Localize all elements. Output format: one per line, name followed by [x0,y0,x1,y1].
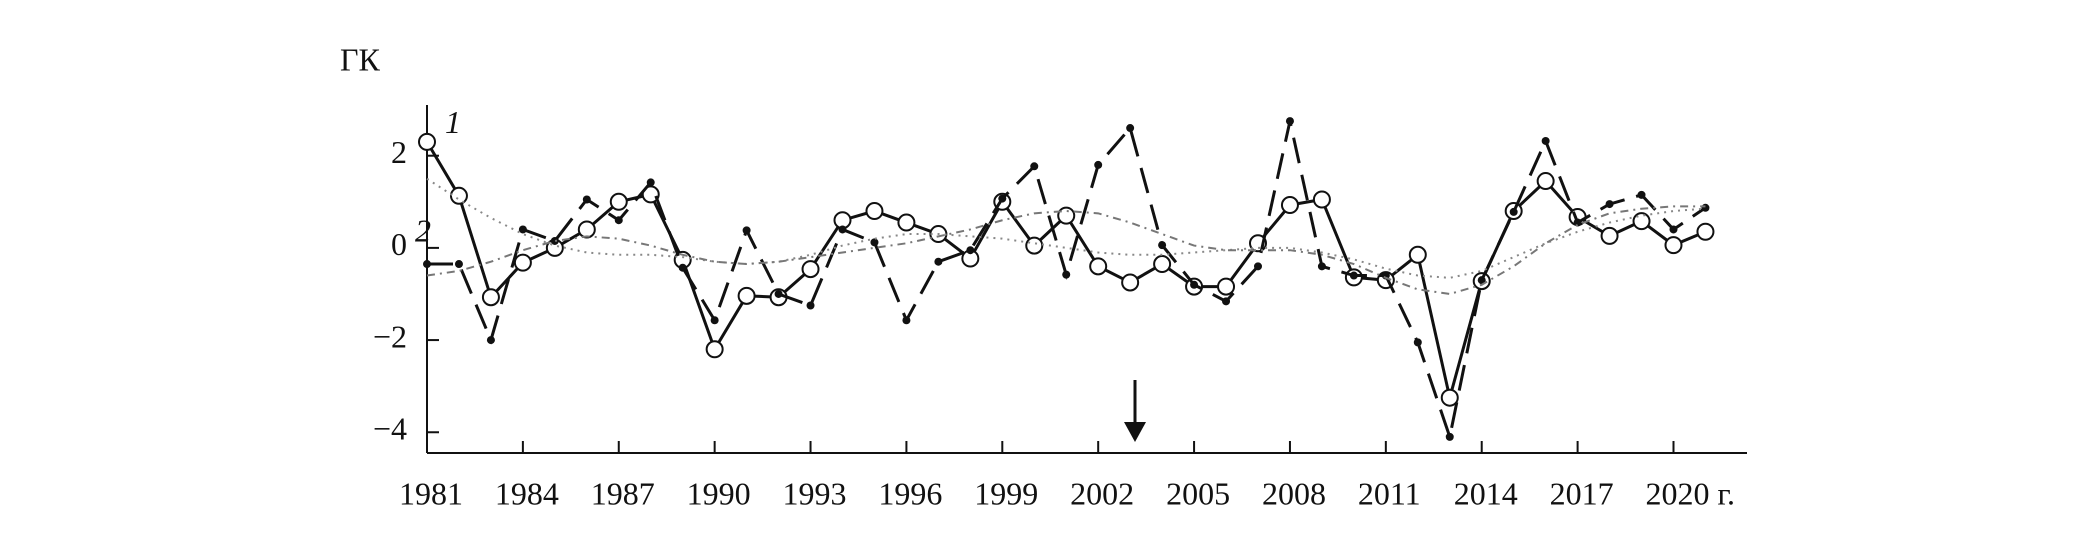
series-line [427,120,1707,443]
marker [1541,136,1550,145]
marker [870,238,879,247]
marker [1408,245,1427,264]
y-tick-label: −4 [373,411,407,447]
marker [518,225,527,234]
marker [838,225,847,234]
x-tick-label: 2008 [1262,475,1326,511]
marker [1312,190,1331,209]
y-tick-label: 2 [391,134,407,170]
marker [609,192,628,211]
x-tick-label: 1999 [974,475,1038,511]
marker [737,286,756,305]
marker [1190,280,1199,289]
arrow-head [1124,422,1146,442]
marker [1253,262,1262,271]
x-tick-label: 2002 [1070,475,1134,511]
marker [705,340,724,359]
marker [1158,241,1167,250]
x-tick-label: 2011 [1358,475,1421,511]
series-line [426,205,1706,296]
marker [1217,277,1236,296]
marker [550,236,559,245]
marker [1536,172,1555,191]
series-label: 2 [415,212,431,248]
marker [1669,225,1678,234]
y-axis-label: ГК [340,41,381,77]
marker [614,216,623,225]
marker [513,253,532,272]
marker [1696,222,1715,241]
marker [1701,203,1710,212]
marker [1317,262,1326,271]
marker [865,202,884,221]
marker [418,132,436,151]
marker [1600,226,1619,245]
marker [710,316,719,325]
marker [486,336,495,345]
marker [897,213,916,232]
marker [1349,271,1358,280]
x-tick-label: 1990 [687,475,751,511]
marker [1126,124,1135,133]
marker [1153,255,1172,274]
marker [1440,388,1459,407]
marker [1285,117,1294,126]
series-label: 1 [445,104,461,140]
x-tick-label: 1987 [591,475,655,511]
x-tick-label: 2005 [1166,475,1230,511]
x-tick-label: 1993 [783,475,847,511]
marker [902,316,911,325]
marker [774,289,783,298]
marker [1605,200,1614,209]
marker [1025,236,1044,255]
x-tick-label: 2020 г. [1645,475,1735,511]
marker [1445,432,1454,441]
x-tick-label: 1996 [878,475,942,511]
y-tick-label: −2 [373,318,407,354]
marker [678,263,687,272]
marker [423,260,431,269]
marker [998,194,1007,203]
marker [1280,196,1299,215]
marker [454,260,463,269]
marker [1664,236,1683,255]
marker [1057,206,1076,225]
marker [934,257,943,266]
marker [481,288,500,307]
x-tick-label: 2014 [1454,475,1518,511]
marker [577,220,596,239]
marker [806,301,815,310]
marker [1121,273,1140,292]
marker [1632,212,1651,231]
marker [449,186,468,205]
marker [966,246,975,255]
marker [1573,218,1582,227]
marker [1222,297,1231,306]
marker [1030,162,1039,171]
x-tick-label: 2017 [1550,475,1614,511]
marker [742,226,751,235]
marker [1062,270,1071,279]
x-tick-label: 1981 [399,475,463,511]
x-tick-label: 1984 [495,475,559,511]
marker [1477,276,1486,285]
marker [1637,190,1646,199]
marker [1413,338,1422,347]
marker [801,260,820,279]
marker [1094,160,1103,169]
marker [582,195,591,204]
y-tick-label: 0 [391,226,407,262]
marker [646,178,655,187]
series-line [426,177,1706,279]
marker [1509,207,1518,216]
marker [1089,257,1108,276]
